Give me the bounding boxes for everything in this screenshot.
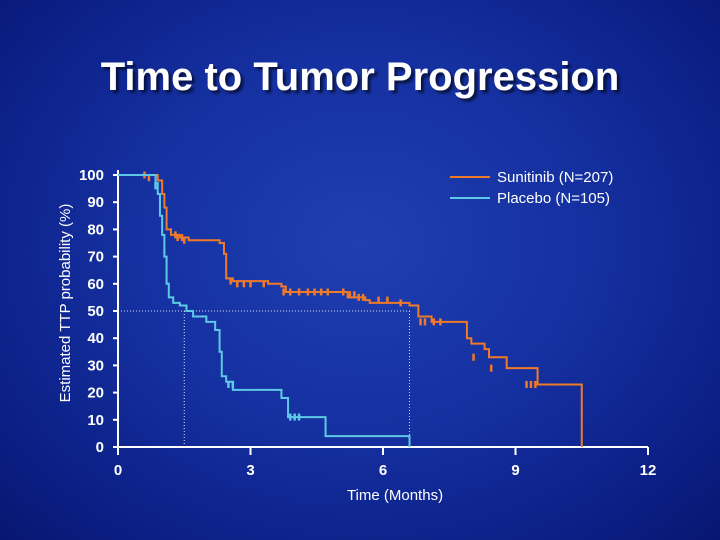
y-tick-label: 80	[87, 221, 104, 238]
series-placebo	[118, 174, 411, 447]
series-line	[118, 174, 411, 447]
y-tick-label: 70	[87, 249, 104, 266]
y-tick-label: 90	[87, 194, 104, 211]
y-tick-label: 30	[87, 357, 104, 374]
y-tick-label: 50	[87, 303, 104, 320]
axes: 0 10 20 30 40 50 60 70 80 90 100 0 3 6 9 12	[79, 167, 656, 479]
series-curves	[118, 171, 583, 447]
legend-label: Placebo (N=105)	[497, 190, 610, 207]
y-axis-label: Estimated TTP probability (%)	[57, 204, 74, 403]
chart-title: Time to Tumor Progression	[100, 55, 620, 99]
y-tick-label: 40	[87, 330, 104, 347]
x-axis-label: Time (Months)	[347, 487, 443, 504]
x-tick-label: 9	[511, 462, 519, 479]
legend-label: Sunitinib (N=207)	[497, 169, 613, 186]
median-reference-lines	[118, 310, 410, 447]
legend: Sunitinib (N=207) Placebo (N=105)	[450, 169, 613, 207]
y-tick-label: 10	[87, 412, 104, 429]
y-tick-label: 20	[87, 385, 104, 402]
x-tick-label: 12	[640, 462, 657, 479]
y-tick-label: 0	[96, 439, 104, 456]
x-tick-label: 6	[379, 462, 387, 479]
series-sunitinib	[118, 171, 583, 447]
x-tick-label: 3	[246, 462, 254, 479]
x-tick-label: 0	[114, 462, 122, 479]
y-tick-label: 100	[79, 167, 104, 184]
y-tick-label: 60	[87, 276, 104, 293]
